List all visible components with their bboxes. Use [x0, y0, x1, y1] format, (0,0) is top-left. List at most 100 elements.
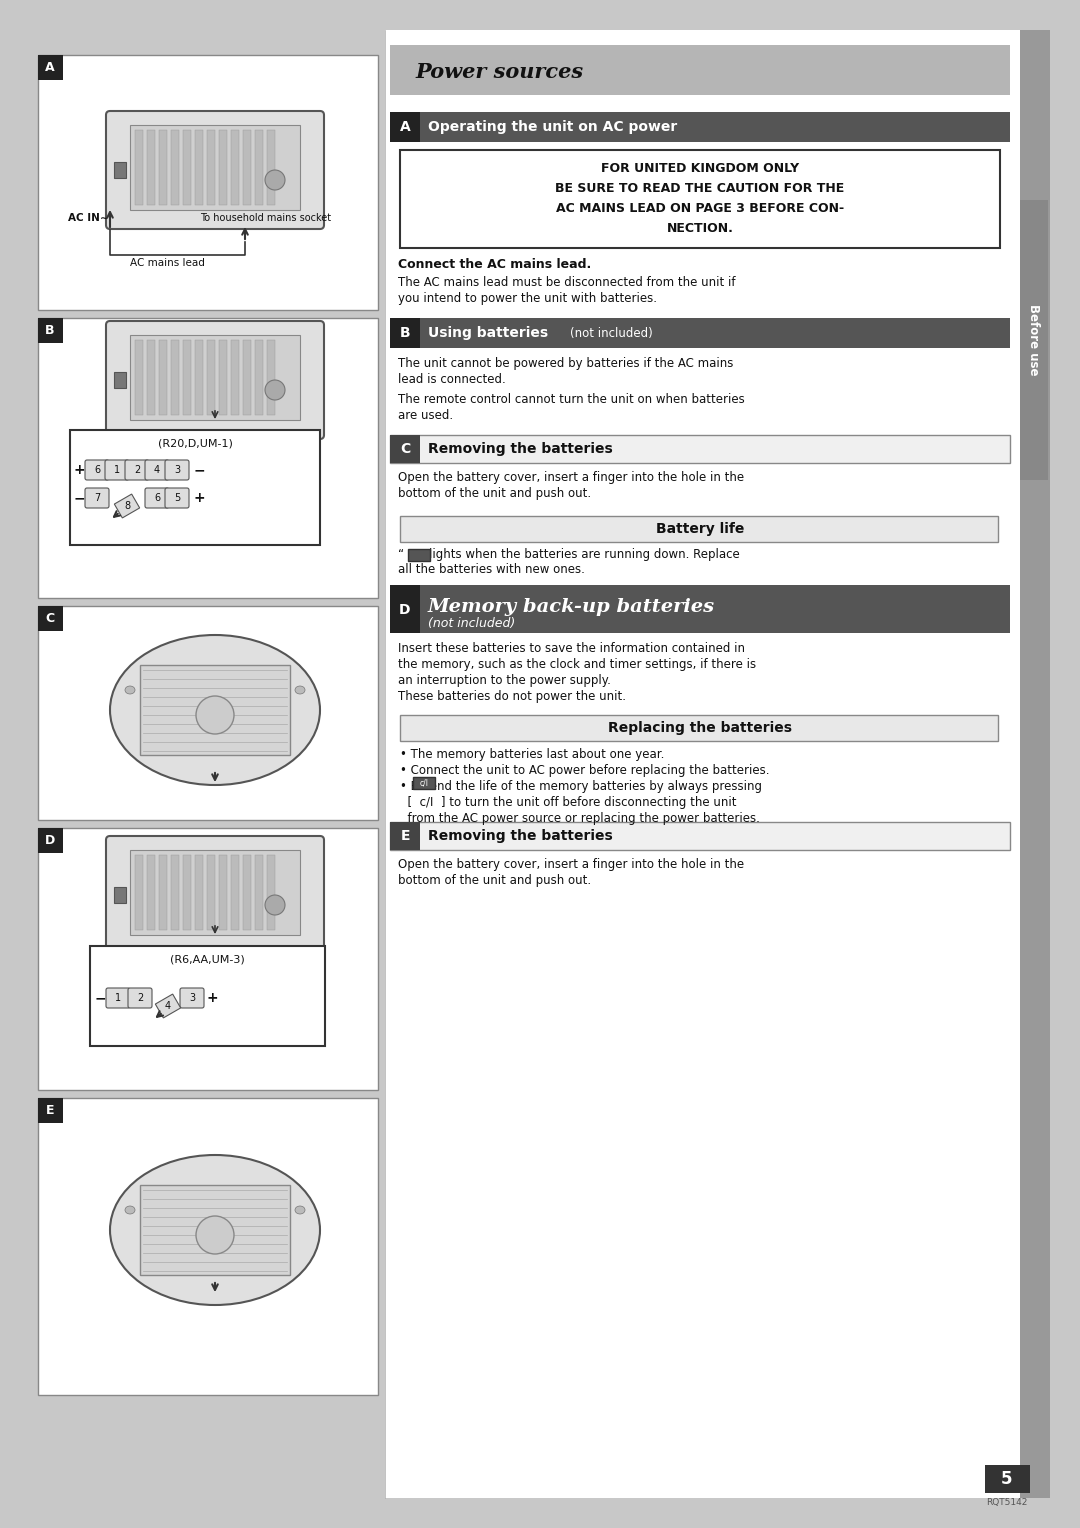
Bar: [219, 856, 227, 931]
Ellipse shape: [265, 895, 285, 915]
Text: the memory, such as the clock and timer settings, if there is: the memory, such as the clock and timer …: [399, 659, 756, 671]
Bar: [231, 856, 239, 931]
Bar: [38, 55, 63, 79]
Bar: [159, 130, 167, 205]
Bar: [114, 371, 126, 388]
Text: c/I: c/I: [419, 778, 429, 787]
Text: AC mains lead: AC mains lead: [130, 258, 205, 267]
Bar: [400, 516, 998, 542]
Text: AC IN∼: AC IN∼: [68, 212, 109, 223]
Ellipse shape: [125, 1206, 135, 1215]
Text: you intend to power the unit with batteries.: you intend to power the unit with batter…: [399, 292, 657, 306]
Polygon shape: [114, 494, 139, 518]
Bar: [135, 341, 143, 416]
Bar: [130, 335, 300, 420]
Bar: [1020, 31, 1050, 1497]
Text: +: +: [73, 463, 85, 477]
Text: 1: 1: [113, 465, 120, 475]
Bar: [38, 318, 378, 597]
Text: 8: 8: [124, 501, 130, 510]
Bar: [219, 130, 227, 205]
Bar: [267, 341, 275, 416]
Text: all the batteries with new ones.: all the batteries with new ones.: [399, 562, 585, 576]
Text: 4: 4: [165, 1001, 171, 1012]
Bar: [38, 1099, 378, 1395]
Text: FOR UNITED KINGDOM ONLY: FOR UNITED KINGDOM ONLY: [600, 162, 799, 174]
Text: +: +: [206, 992, 218, 1005]
Bar: [255, 856, 264, 931]
Bar: [135, 130, 143, 205]
Ellipse shape: [110, 636, 320, 785]
FancyBboxPatch shape: [165, 460, 189, 480]
Text: RQT5142: RQT5142: [986, 1497, 1028, 1507]
Text: NECTION.: NECTION.: [666, 222, 733, 234]
Text: These batteries do not power the unit.: These batteries do not power the unit.: [399, 691, 626, 703]
FancyBboxPatch shape: [145, 460, 168, 480]
Ellipse shape: [110, 1155, 320, 1305]
Bar: [38, 607, 378, 821]
Text: 6: 6: [154, 494, 160, 503]
Bar: [183, 130, 191, 205]
FancyBboxPatch shape: [145, 487, 168, 507]
Text: • The memory batteries last about one year.: • The memory batteries last about one ye…: [400, 749, 664, 761]
Bar: [159, 856, 167, 931]
Text: 4: 4: [154, 465, 160, 475]
Bar: [390, 112, 420, 142]
Text: Using batteries: Using batteries: [428, 325, 549, 341]
Text: Connect the AC mains lead.: Connect the AC mains lead.: [399, 258, 591, 270]
Bar: [135, 856, 143, 931]
Text: B: B: [400, 325, 410, 341]
Text: (R20,D,UM-1): (R20,D,UM-1): [158, 439, 232, 448]
Text: 6: 6: [94, 465, 100, 475]
Text: The unit cannot be powered by batteries if the AC mains: The unit cannot be powered by batteries …: [399, 358, 733, 370]
Bar: [183, 341, 191, 416]
FancyBboxPatch shape: [105, 460, 129, 480]
Bar: [390, 44, 1010, 95]
Text: AC MAINS LEAD ON PAGE 3 BEFORE CON-: AC MAINS LEAD ON PAGE 3 BEFORE CON-: [556, 202, 845, 214]
Bar: [231, 130, 239, 205]
Text: [  c/I  ] to turn the unit off before disconnecting the unit: [ c/I ] to turn the unit off before disc…: [400, 796, 737, 808]
FancyBboxPatch shape: [180, 989, 204, 1008]
Text: Removing the batteries: Removing the batteries: [428, 830, 612, 843]
Bar: [195, 856, 203, 931]
Text: E: E: [45, 1103, 54, 1117]
Text: −: −: [94, 992, 106, 1005]
Text: A: A: [45, 61, 55, 73]
Bar: [130, 125, 300, 209]
Text: D: D: [400, 604, 410, 617]
Text: Removing the batteries: Removing the batteries: [428, 442, 612, 455]
Ellipse shape: [295, 1206, 305, 1215]
Bar: [390, 585, 1010, 633]
Bar: [255, 341, 264, 416]
Bar: [231, 341, 239, 416]
Text: 3: 3: [174, 465, 180, 475]
Bar: [38, 318, 63, 342]
Bar: [195, 130, 203, 205]
Text: are used.: are used.: [399, 410, 454, 422]
Bar: [114, 886, 126, 903]
Bar: [207, 341, 215, 416]
Bar: [267, 130, 275, 205]
Text: Insert these batteries to save the information contained in: Insert these batteries to save the infor…: [399, 642, 745, 656]
Bar: [390, 435, 420, 463]
Text: A: A: [400, 121, 410, 134]
Text: Before use: Before use: [1027, 304, 1040, 376]
Bar: [38, 828, 378, 1089]
Bar: [183, 856, 191, 931]
Text: To household mains socket: To household mains socket: [200, 212, 332, 223]
Bar: [413, 778, 435, 788]
Text: 5: 5: [174, 494, 180, 503]
Polygon shape: [156, 995, 180, 1018]
Text: The AC mains lead must be disconnected from the unit if: The AC mains lead must be disconnected f…: [399, 277, 735, 289]
Bar: [255, 130, 264, 205]
Bar: [114, 162, 126, 177]
Bar: [147, 130, 156, 205]
Bar: [171, 341, 179, 416]
Text: from the AC power source or replacing the power batteries.: from the AC power source or replacing th…: [400, 811, 760, 825]
Text: (not included): (not included): [428, 616, 515, 630]
Bar: [171, 856, 179, 931]
Ellipse shape: [195, 1216, 234, 1254]
Bar: [390, 435, 1010, 463]
Text: D: D: [45, 833, 55, 847]
FancyBboxPatch shape: [125, 460, 149, 480]
